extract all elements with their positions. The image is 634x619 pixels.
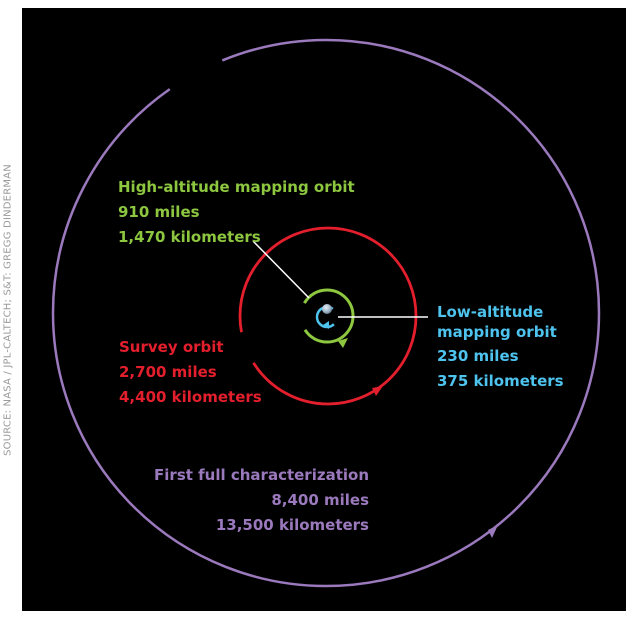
high-altitude-orbit-ring: [299, 288, 355, 344]
high-orbit-km: 1,470 kilometers: [118, 228, 261, 246]
full-orbit-ring: [51, 38, 601, 588]
survey-orbit-arrow: [372, 386, 383, 396]
low-orbit-arrow: [323, 321, 329, 329]
source-credit: SOURCE: NASA / JPL-CALTECH; S&T: GREGG D…: [2, 164, 14, 456]
survey-orbit-name: Survey orbit: [119, 338, 224, 356]
high-orbit-arrow: [338, 338, 348, 348]
full-orbit-km: 13,500 kilometers: [216, 516, 369, 534]
survey-orbit-km: 4,400 kilometers: [119, 388, 262, 406]
low-orbit-name-line1: Low-altitude: [437, 303, 543, 321]
orbit-diagram-panel: High-altitude mapping orbit 910 miles 1,…: [22, 8, 626, 611]
orbit-diagram: High-altitude mapping orbit 910 miles 1,…: [51, 38, 601, 588]
high-orbit-miles: 910 miles: [118, 203, 200, 221]
full-orbit-miles: 8,400 miles: [271, 491, 369, 509]
high-orbit-name: High-altitude mapping orbit: [118, 178, 355, 196]
survey-orbit-ring: [238, 226, 418, 406]
low-orbit-miles: 230 miles: [437, 347, 519, 365]
survey-orbit-miles: 2,700 miles: [119, 363, 217, 381]
full-orbit-name: First full characterization: [154, 466, 369, 484]
high-orbit-pointer: [252, 240, 310, 299]
low-orbit-name-line2: mapping orbit: [437, 323, 557, 341]
low-orbit-km: 375 kilometers: [437, 372, 564, 390]
asteroid: [322, 304, 332, 314]
full-orbit-arrow: [488, 525, 498, 538]
